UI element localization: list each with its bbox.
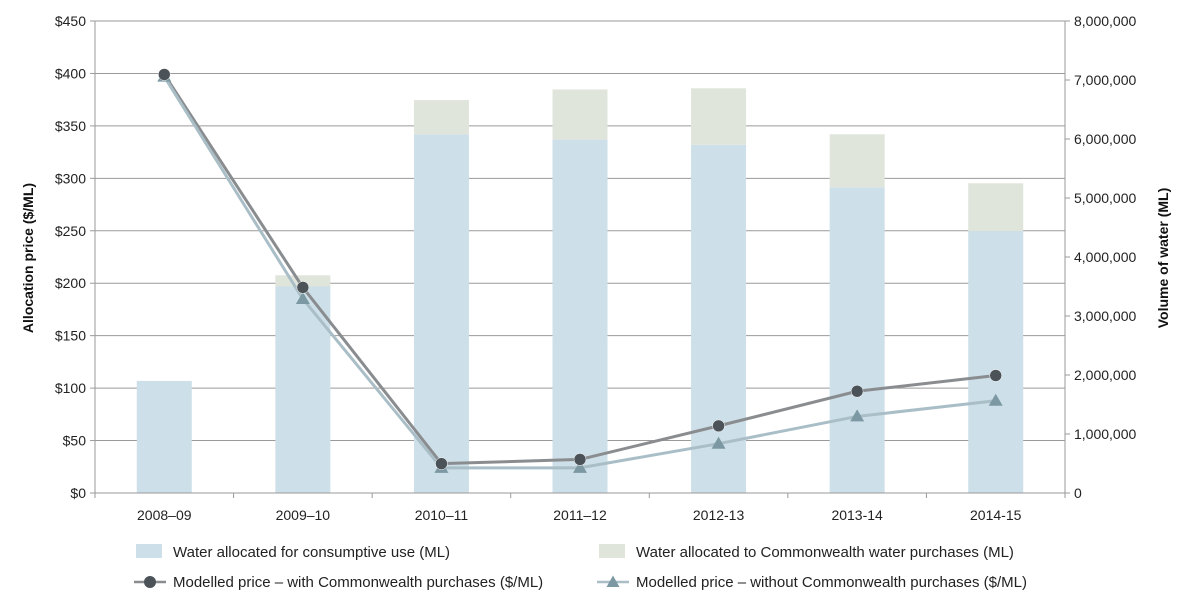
y-right-tick-label: 4,000,000 [1074, 249, 1136, 265]
y-right-tick-label: 6,000,000 [1074, 131, 1136, 147]
bar-consumptive [829, 187, 885, 493]
y-right-tick-label: 5,000,000 [1074, 190, 1136, 206]
legend-label-with-purchases: Modelled price – with Commonwealth purch… [173, 574, 543, 591]
x-tick-label: 2009–10 [276, 507, 331, 523]
bar-consumptive [691, 144, 747, 493]
point-with-purchases [573, 453, 587, 466]
y-left-tick-label: $200 [55, 275, 86, 291]
bar-commonwealth [691, 88, 747, 145]
x-tick-label: 2014-15 [970, 507, 1022, 523]
bar-commonwealth [413, 100, 469, 135]
legend-label-consumptive: Water allocated for consumptive use (ML) [173, 544, 450, 561]
y-left-tick-label: $350 [55, 118, 86, 134]
legend-marker-without-purchases [606, 575, 620, 587]
y-left-tick-label: $0 [70, 485, 86, 501]
legend-swatch-consumptive [136, 544, 162, 558]
point-without-purchases [850, 409, 865, 422]
y-axis-left-title: Allocation price ($/ML) [20, 183, 36, 333]
bar-commonwealth [275, 275, 331, 287]
bar-consumptive [552, 139, 608, 493]
y-left-tick-label: $250 [55, 223, 86, 239]
y-axis-right-title: Volume of water (ML) [1155, 188, 1171, 329]
point-without-purchases [988, 393, 1003, 406]
point-with-purchases [712, 419, 725, 433]
y-left-tick-label: $300 [55, 170, 86, 186]
y-right-tick-label: 8,000,000 [1074, 13, 1136, 29]
x-tick-label: 2008–09 [137, 507, 192, 523]
bar-commonwealth [552, 89, 608, 140]
point-with-purchases [158, 68, 171, 81]
point-without-purchases [711, 436, 726, 449]
x-tick-label: 2010–11 [415, 507, 469, 523]
legend-label-commonwealth: Water allocated to Commonwealth water pu… [636, 544, 1014, 561]
x-tick-label: 2012-13 [693, 507, 745, 523]
y-left-tick-label: $400 [55, 65, 86, 81]
legend: Water allocated for consumptive use (ML)… [134, 544, 1027, 591]
point-without-purchases [295, 291, 310, 304]
x-tick-label: 2011–12 [553, 507, 607, 523]
bar-consumptive [413, 134, 469, 493]
point-with-purchases [850, 385, 864, 398]
y-right-tick-label: 1,000,000 [1074, 426, 1136, 442]
y-right-tick-label: 3,000,000 [1074, 308, 1136, 324]
y-left-tick-label: $50 [63, 433, 87, 449]
point-without-purchases [573, 460, 587, 473]
bar-commonwealth [968, 183, 1024, 232]
y-left-tick-label: $450 [55, 13, 86, 29]
y-right-tick-label: 7,000,000 [1074, 72, 1136, 88]
bar-commonwealth [829, 134, 885, 188]
x-tick-label: 2013-14 [831, 507, 883, 523]
legend-item-consumptive: Water allocated for consumptive use (ML) [136, 544, 450, 561]
y-left-tick-label: $150 [55, 328, 86, 344]
legend-item-with-purchases: Modelled price – with Commonwealth purch… [134, 574, 543, 591]
point-with-purchases [435, 457, 448, 470]
legend-item-commonwealth: Water allocated to Commonwealth water pu… [599, 544, 1014, 561]
bar-consumptive [136, 380, 192, 493]
price-lines [157, 68, 1003, 473]
bar-consumptive [968, 231, 1024, 494]
y-left-tick-label: $100 [55, 380, 86, 396]
legend-marker-with-purchases [144, 576, 156, 588]
legend-label-without-purchases: Modelled price – without Commonwealth pu… [636, 574, 1027, 591]
bars [136, 88, 1024, 494]
y-right-tick-label: 2,000,000 [1074, 367, 1136, 383]
legend-swatch-commonwealth [599, 544, 625, 558]
point-with-purchases [296, 281, 310, 294]
y-right-tick-label: 0 [1074, 485, 1082, 501]
axes: $0 $50 $100 $150 $200 $250 $300 $350 $400 $450 0 1,… [55, 13, 1137, 523]
legend-item-without-purchases: Modelled price – without Commonwealth pu… [597, 574, 1027, 591]
bar-consumptive [275, 286, 331, 493]
point-with-purchases [989, 369, 1002, 382]
